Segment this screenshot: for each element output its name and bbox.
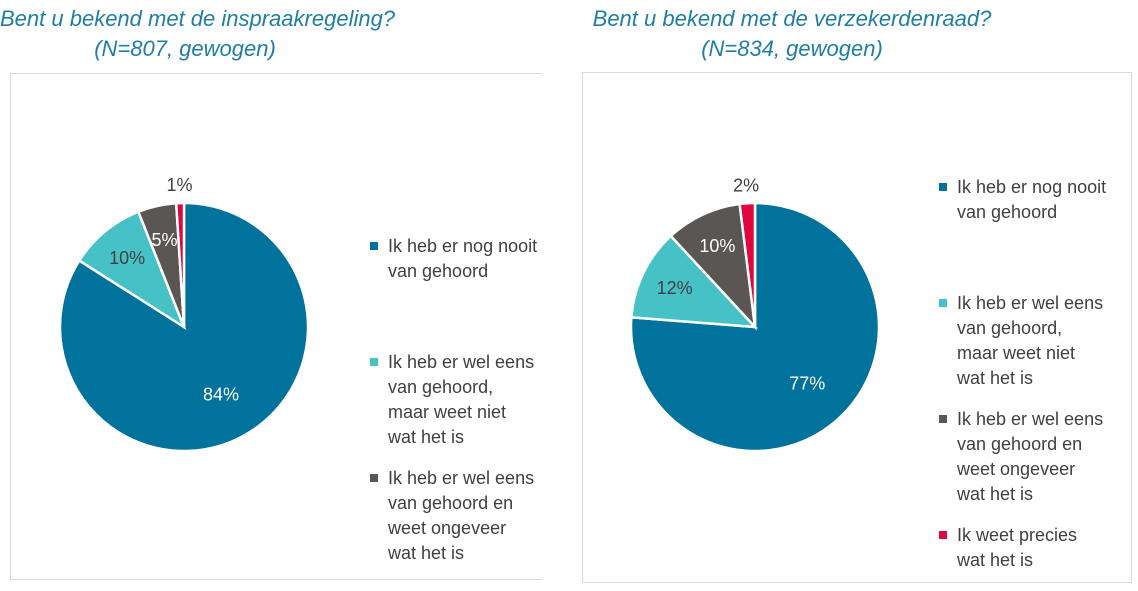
legend-left: Ik heb er nog nooit van gehoord Ik heb e… <box>370 234 538 566</box>
data-label: 77% <box>789 373 825 393</box>
pie-slice <box>669 202 757 331</box>
legend-item: Ik heb er wel eens van gehoord, maar wee… <box>939 291 1107 407</box>
legend-swatch <box>370 474 378 482</box>
legend-item: Ik heb er wel eens van gehoord en weet o… <box>370 466 538 566</box>
pie-slice <box>629 201 881 453</box>
pie-chart-left: 84% 10% 5% 1% <box>58 175 310 453</box>
chart-title-left: Bent u bekend met de inspraakregeling? (… <box>0 4 396 64</box>
data-label: 2% <box>733 175 759 195</box>
legend-label: Ik heb er nog nooit van gehoord <box>957 177 1107 222</box>
chart-subtitle-right: (N=834, gewogen) <box>701 36 883 61</box>
legend-item: Ik heb er nog nooit van gehoord <box>370 234 538 350</box>
legend-swatch <box>939 299 947 307</box>
pie-chart-right: 77% 12% 10% 2% <box>629 175 881 453</box>
legend-swatch <box>370 358 378 366</box>
data-label: 10% <box>109 248 145 268</box>
legend-label: Ik heb er nog nooit van gehoord <box>388 236 538 281</box>
legend-swatch <box>370 242 378 250</box>
legend-item: Ik heb er wel eens van gehoord en weet o… <box>939 407 1107 523</box>
data-label: 10% <box>699 236 735 256</box>
legend-item: Ik weet precies wat het is <box>939 523 1107 573</box>
chart-panel-left: 84% 10% 5% 1% Ik heb er nog nooit van gehoo… <box>10 73 542 580</box>
data-label: 12% <box>657 278 693 298</box>
legend-item: Ik heb er nog nooit van gehoord <box>939 175 1107 291</box>
pie-slice <box>77 210 187 331</box>
chart-title-left-line1: Bent u bekend met de inspraakregeling? <box>0 6 396 31</box>
chart-panel-right: 77% 12% 10% 2% Ik heb er nog nooit van geho… <box>582 72 1132 583</box>
pie-slice <box>174 201 186 328</box>
chart-subtitle-left: (N=807, gewogen) <box>94 36 276 61</box>
legend-label: Ik heb er wel eens van gehoord, maar wee… <box>957 293 1104 388</box>
legend-label: Ik heb er wel eens van gehoord, maar wee… <box>388 352 535 447</box>
legend-item: Ik heb er wel eens van gehoord, maar wee… <box>370 350 538 466</box>
data-label: 84% <box>203 384 239 404</box>
data-label: 5% <box>152 230 178 250</box>
legend-label: Ik heb er wel eens van gehoord en weet o… <box>957 409 1104 504</box>
legend-right: Ik heb er nog nooit van gehoord Ik heb e… <box>939 175 1107 573</box>
chart-title-right-line1: Bent u bekend met de verzekerdenraad? <box>592 6 992 31</box>
pie-slice <box>630 234 759 329</box>
pie-slice <box>738 201 757 328</box>
legend-label: Ik weet precies wat het is <box>957 525 1078 570</box>
chart-title-right: Bent u bekend met de verzekerdenraad? (N… <box>572 4 1012 64</box>
legend-swatch <box>939 415 947 423</box>
legend-swatch <box>939 183 947 191</box>
legend-label: Ik heb er wel eens van gehoord en weet o… <box>388 468 535 563</box>
legend-swatch <box>939 531 947 539</box>
data-label: 1% <box>167 175 193 195</box>
